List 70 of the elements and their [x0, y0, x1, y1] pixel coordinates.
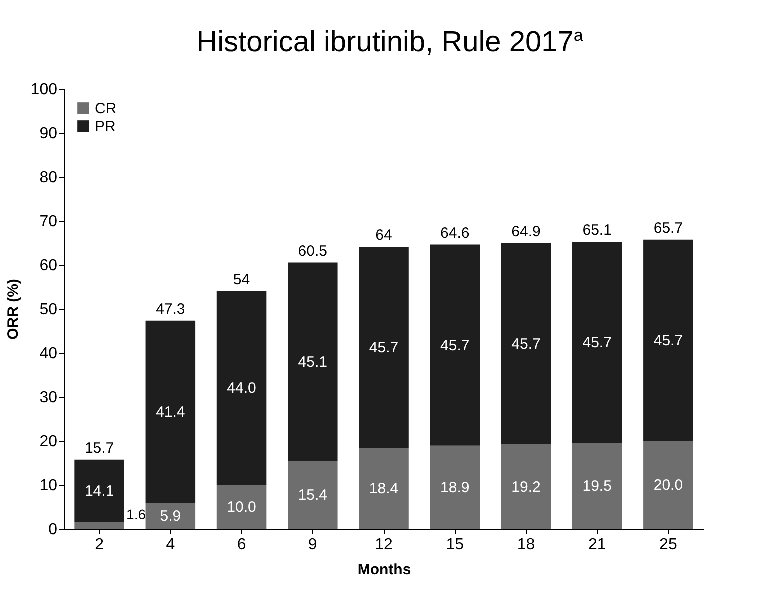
- data-label: 5.9: [160, 508, 182, 526]
- total-label: 15.7: [84, 440, 114, 457]
- total-label: 65.1: [582, 222, 612, 240]
- legend-label: CR: [95, 100, 117, 118]
- total-label: 54: [233, 271, 250, 288]
- bar: [359, 246, 409, 448]
- x-tick-label: 25: [660, 536, 678, 554]
- data-label: 41.4: [156, 404, 186, 421]
- data-label: 19.2: [512, 478, 541, 496]
- data-label: 14.1: [84, 482, 114, 500]
- bar: [74, 460, 124, 522]
- bar: [146, 503, 196, 529]
- y-tick-label: 20: [40, 434, 58, 450]
- x-tick-label: 15: [446, 536, 464, 554]
- y-tick-label: 10: [40, 478, 58, 494]
- x-tick-label: 9: [308, 536, 318, 554]
- data-label: 19.5: [582, 478, 612, 496]
- bar: [501, 243, 552, 445]
- y-tick-label: 90: [40, 126, 58, 142]
- bar: [74, 522, 124, 529]
- y-tick-label: 50: [40, 302, 58, 318]
- data-label: 18.4: [369, 480, 399, 498]
- y-tick-label: 80: [40, 170, 58, 186]
- y-tick-label: 0: [48, 522, 58, 538]
- bar: [216, 485, 267, 529]
- y-tick-label: 60: [40, 258, 58, 274]
- x-tick-label: 21: [588, 536, 606, 554]
- bar: [216, 291, 267, 485]
- bar: [146, 320, 196, 504]
- x-tick-label: 18: [517, 536, 536, 554]
- data-label: 20.0: [654, 477, 684, 494]
- x-tick-label: 12: [375, 536, 393, 554]
- x-axis-title: Months: [358, 562, 412, 578]
- bar: [501, 444, 552, 529]
- legend-label: PR: [95, 118, 116, 136]
- data-label: 45.1: [298, 354, 328, 372]
- y-tick-label: 100: [30, 82, 58, 98]
- data-label: 45.7: [654, 332, 684, 350]
- data-label: 1.6: [126, 506, 146, 522]
- bar: [288, 262, 338, 462]
- data-label: 10.0: [227, 499, 256, 516]
- bar: [359, 448, 409, 529]
- data-label: 18.9: [440, 479, 470, 496]
- bar: [430, 446, 480, 529]
- bar: [430, 244, 480, 446]
- data-label: 45.7: [440, 337, 470, 354]
- x-tick-label: 6: [237, 536, 246, 554]
- data-label: 45.7: [512, 336, 541, 353]
- x-tick-label: 2: [95, 536, 104, 554]
- y-tick-label: 40: [40, 346, 58, 362]
- chart-title: Historical ibrutinib, Rule 2017$^{a}$: [196, 26, 584, 61]
- y-axis-title: ORR (%): [4, 279, 22, 340]
- total-label: 64.6: [440, 224, 470, 242]
- y-tick-label: 70: [40, 214, 58, 230]
- bar: [644, 240, 694, 441]
- total-label: 64.9: [512, 223, 541, 240]
- total-label: 64: [376, 226, 392, 244]
- data-label: 15.4: [298, 487, 328, 504]
- total-label: 47.3: [156, 300, 186, 318]
- data-label: 45.7: [582, 334, 612, 352]
- data-label: 44.0: [227, 380, 256, 398]
- bar: [572, 242, 622, 444]
- data-label: 45.7: [369, 340, 399, 356]
- total-label: 65.7: [654, 220, 684, 237]
- total-label: 60.5: [298, 242, 328, 260]
- bar: [572, 443, 622, 529]
- x-tick-label: 4: [166, 536, 176, 554]
- bar: [288, 461, 338, 529]
- y-tick-label: 30: [40, 390, 58, 406]
- bar: [644, 441, 694, 529]
